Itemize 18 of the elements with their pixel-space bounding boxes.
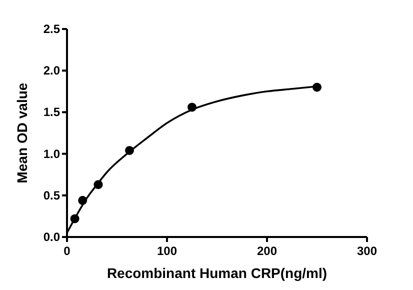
point (70, 214, 80, 224)
y-tick-label: 0.0 (43, 230, 60, 244)
point (188, 102, 196, 112)
x-tick-label: 0 (64, 244, 71, 258)
y-tick-label: 0.5 (43, 188, 60, 202)
point (125, 146, 134, 155)
point (312, 82, 322, 92)
point (78, 196, 88, 205)
y-tick-label: 2.0 (43, 64, 60, 78)
y-axis-title: Mean OD value (14, 82, 30, 184)
x-tick-label: 200 (256, 244, 278, 258)
x-tick-label: 300 (356, 244, 378, 258)
x-tick-label: 100 (156, 244, 178, 258)
y-tick-label: 1.0 (43, 146, 60, 161)
x-axis-title: Recombinant Human CRP(ng/ml) (106, 265, 328, 281)
y-tick-label: 1.5 (43, 105, 60, 120)
point (94, 180, 103, 190)
y-tick-label: 2.5 (43, 22, 60, 36)
